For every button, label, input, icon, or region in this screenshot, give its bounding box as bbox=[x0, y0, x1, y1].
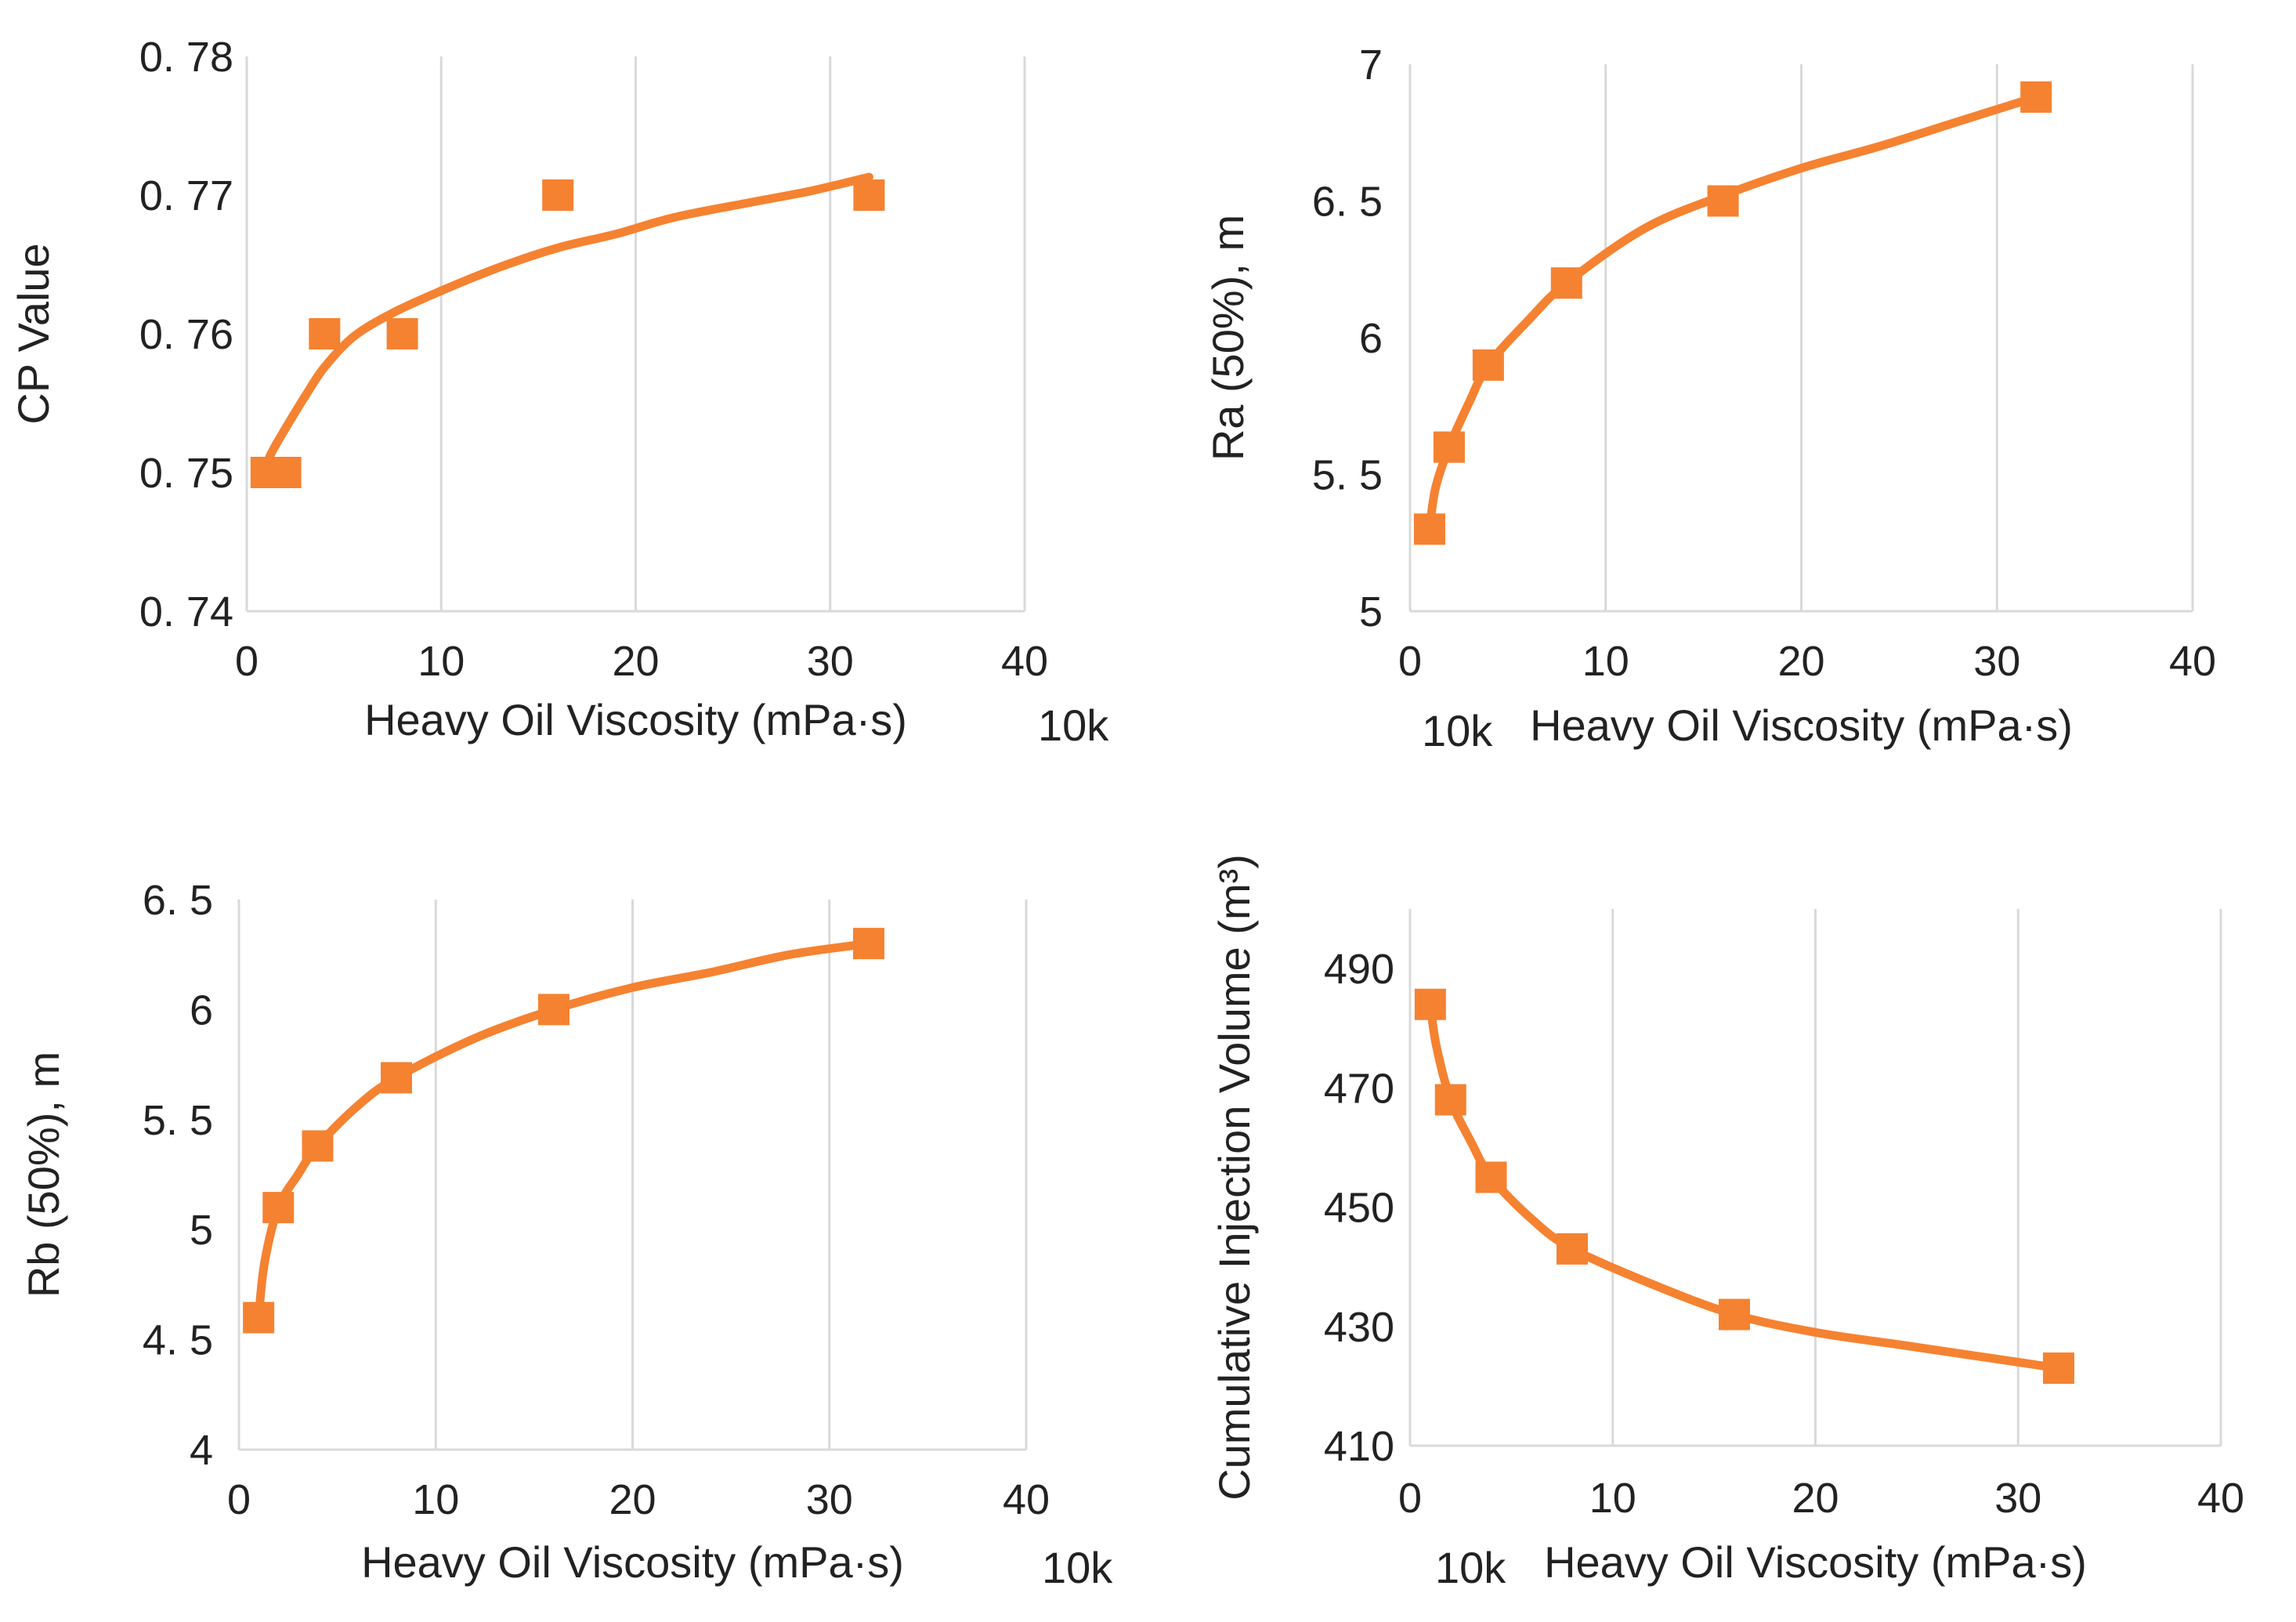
data-point-marker bbox=[1719, 1298, 1750, 1331]
y-tick-label: 470 bbox=[1324, 1065, 1394, 1112]
data-point-marker bbox=[1475, 1161, 1507, 1193]
x-tick-label: 40 bbox=[1001, 638, 1048, 685]
x-tick-label: 30 bbox=[1973, 638, 2020, 685]
data-point-marker bbox=[262, 1192, 295, 1224]
x-axis-unit-label: 10k bbox=[1435, 1543, 1506, 1592]
x-tick-label: 40 bbox=[2197, 1475, 2244, 1522]
data-point-marker bbox=[853, 928, 884, 960]
data-point-marker bbox=[386, 318, 418, 349]
data-point-marker bbox=[1472, 349, 1504, 381]
data-point-marker bbox=[1413, 513, 1445, 545]
x-axis-unit-label: 10k bbox=[1422, 706, 1493, 755]
x-axis-label: Heavy Oil Viscosity (mPa·s) bbox=[1544, 1537, 2087, 1587]
x-axis-label: Heavy Oil Viscosity (mPa·s) bbox=[361, 1537, 904, 1587]
x-tick-label: 10 bbox=[1582, 638, 1629, 685]
data-point-marker bbox=[1557, 1233, 1588, 1265]
y-tick-label: 490 bbox=[1324, 946, 1394, 993]
data-point-marker bbox=[243, 1302, 275, 1334]
y-tick-label: 6. 5 bbox=[143, 877, 213, 924]
data-point-marker bbox=[269, 457, 302, 488]
data-point-marker bbox=[2020, 81, 2052, 113]
data-point-marker bbox=[1433, 431, 1465, 463]
data-point-marker bbox=[1434, 1084, 1466, 1116]
x-tick-label: 0 bbox=[1398, 638, 1422, 685]
y-tick-label: 0. 74 bbox=[139, 588, 233, 635]
y-tick-label: 0. 78 bbox=[139, 34, 233, 81]
data-point-marker bbox=[853, 179, 885, 211]
x-tick-label: 20 bbox=[1777, 638, 1824, 685]
x-tick-label: 40 bbox=[1003, 1476, 1050, 1523]
chart-cumulative-injection: 410 430 450 470 490 0 10 20 30 40 Heavy Oil Viscos… bbox=[1209, 854, 2244, 1592]
y-axis-label: Ra (50%), m bbox=[1203, 215, 1253, 461]
x-axis-label: Heavy Oil Viscosity (mPa·s) bbox=[1530, 701, 2073, 750]
data-point-marker bbox=[381, 1062, 412, 1094]
y-tick-label: 6. 5 bbox=[1312, 179, 1383, 226]
x-tick-label: 0 bbox=[227, 1476, 251, 1523]
y-tick-label: 430 bbox=[1324, 1304, 1394, 1351]
trend-line bbox=[262, 172, 873, 470]
x-tick-label: 30 bbox=[806, 1476, 853, 1523]
y-axis-label: CP Value bbox=[9, 243, 58, 424]
y-tick-label: 0. 76 bbox=[139, 311, 233, 358]
x-tick-label: 10 bbox=[1589, 1475, 1636, 1522]
y-tick-label: 410 bbox=[1324, 1423, 1394, 1470]
x-tick-label: 30 bbox=[1994, 1475, 2041, 1522]
x-tick-label: 20 bbox=[609, 1476, 656, 1523]
y-axis-label: Rb (50%), m bbox=[19, 1052, 68, 1298]
y-tick-label: 5. 5 bbox=[143, 1097, 213, 1144]
y-tick-label: 5 bbox=[1359, 588, 1383, 635]
x-tick-label: 30 bbox=[807, 638, 854, 685]
y-tick-label: 4. 5 bbox=[143, 1317, 213, 1364]
x-tick-label: 40 bbox=[2169, 638, 2216, 685]
y-tick-label: 0. 77 bbox=[139, 172, 233, 219]
x-axis-unit-label: 10k bbox=[1042, 1543, 1113, 1592]
chart-cp-value: 0. 74 0. 75 0. 76 0. 77 0. 78 0 10 20 30 40 Heavy … bbox=[9, 34, 1109, 750]
x-tick-label: 20 bbox=[612, 638, 659, 685]
y-axis-label: Cumulative Injection Volume (m³) bbox=[1209, 854, 1259, 1501]
chart-rb: 4 4. 5 5 5. 5 6 6. 5 0 10 20 30 40 Heavy Oil Viscos… bbox=[19, 877, 1113, 1592]
data-point-marker bbox=[309, 318, 341, 349]
y-tick-label: 6 bbox=[190, 987, 213, 1034]
data-point-marker bbox=[542, 179, 574, 211]
data-point-marker bbox=[1707, 185, 1739, 217]
y-tick-label: 5 bbox=[190, 1207, 213, 1254]
y-tick-label: 4 bbox=[190, 1427, 213, 1474]
x-tick-label: 20 bbox=[1792, 1475, 1839, 1522]
x-axis-label: Heavy Oil Viscosity (mPa·s) bbox=[364, 695, 907, 744]
y-tick-label: 6 bbox=[1359, 315, 1383, 362]
x-tick-label: 10 bbox=[418, 638, 465, 685]
x-tick-label: 10 bbox=[412, 1476, 459, 1523]
x-tick-label: 0 bbox=[235, 638, 259, 685]
x-axis-unit-label: 10k bbox=[1038, 701, 1109, 750]
data-point-marker bbox=[1414, 988, 1446, 1020]
y-tick-label: 450 bbox=[1324, 1185, 1394, 1232]
y-tick-label: 7 bbox=[1359, 42, 1383, 89]
chart-ra: 5 5. 5 6 6. 5 7 0 10 20 30 40 Heavy Oil Viscosity … bbox=[1203, 42, 2216, 755]
y-tick-label: 0. 75 bbox=[139, 450, 233, 497]
data-point-marker bbox=[302, 1130, 334, 1162]
y-tick-label: 5. 5 bbox=[1312, 452, 1383, 499]
data-point-marker bbox=[1550, 267, 1582, 299]
data-point-marker bbox=[538, 994, 569, 1026]
data-point-marker bbox=[2043, 1352, 2074, 1385]
x-tick-label: 0 bbox=[1398, 1475, 1422, 1522]
